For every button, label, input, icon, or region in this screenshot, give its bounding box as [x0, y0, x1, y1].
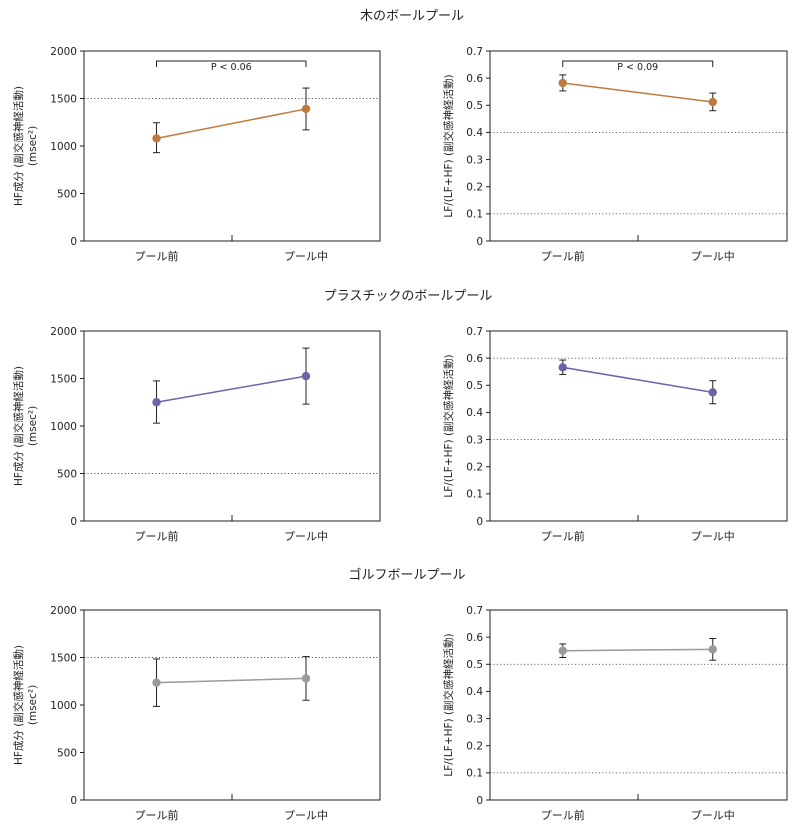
y-tick-label: 0.5 — [466, 380, 483, 392]
significance-label: P < 0.09 — [617, 62, 658, 73]
y-tick-label: 0 — [476, 516, 483, 528]
significance-label: P < 0.06 — [211, 62, 252, 73]
y-axis-label: LF/(LF+HF) (副交感神経活動) — [442, 74, 455, 217]
data-point — [708, 97, 717, 107]
y-tick-label: 0 — [476, 236, 483, 248]
y-tick-label: 0.1 — [466, 209, 483, 221]
y-tick-label: 0.4 — [466, 127, 483, 139]
data-point — [558, 646, 567, 655]
y-tick-label: 0.2 — [466, 462, 483, 474]
data-point — [558, 78, 567, 88]
y-tick-label: 0.4 — [466, 686, 483, 698]
y-axis-unit: (msec²) — [27, 406, 39, 446]
plot-frame — [83, 330, 381, 522]
x-category-label: プール前 — [541, 808, 585, 822]
data-point — [558, 363, 567, 372]
series-line — [156, 108, 307, 140]
plot-frame — [83, 50, 381, 242]
data-point — [152, 678, 161, 687]
data-point — [708, 388, 717, 397]
section-title-plastic: プラスチックのボールプール — [324, 289, 493, 304]
data-point — [301, 371, 311, 381]
series-line — [156, 677, 307, 684]
chart-panel-5: 0 500 1000 1500 2000 プール前 プール中 HF成分 (副交感神経活動) (m… — [12, 605, 381, 822]
plot-frame — [83, 609, 381, 801]
y-axis-label: LF/(LF+HF) (副交感神経活動) — [442, 354, 455, 497]
y-tick-label: 0.1 — [466, 489, 483, 501]
y-axis-unit: (msec²) — [27, 126, 39, 166]
x-category-label: プール中 — [691, 809, 735, 822]
y-tick-label: 0.3 — [466, 713, 483, 725]
series-line — [156, 375, 307, 403]
y-tick-label: 0.3 — [466, 434, 483, 446]
y-tick-label: 1500 — [50, 373, 77, 385]
chart-panel-6: 0 0.1 0.2 0.3 0.4 0.5 0.6 0.7 プール前 プール中 LF/(LF+HF)… — [442, 605, 788, 822]
x-category-label: プール前 — [135, 808, 179, 822]
series-line — [562, 82, 713, 103]
section-title-golf: ゴルフボールプール — [348, 567, 465, 583]
y-tick-label: 0.5 — [466, 100, 483, 112]
plot-frame — [489, 609, 788, 801]
y-tick-label: 1500 — [50, 652, 77, 664]
y-tick-label: 0.4 — [466, 407, 483, 419]
x-category-label: プール中 — [691, 530, 735, 543]
significance-bracket — [156, 60, 307, 67]
plot-frame — [489, 330, 788, 522]
y-tick-label: 0 — [476, 795, 483, 807]
x-category-label: プール前 — [135, 249, 179, 263]
chart-panel-2: 0 0.1 0.2 0.3 0.4 0.5 0.6 0.7 プール前 プール中 LF/(LF+HF)… — [442, 46, 788, 263]
y-axis-label: HF成分 (副交感神経活動) — [12, 86, 25, 206]
y-tick-label: 0.7 — [466, 605, 483, 617]
y-tick-label: 0 — [70, 236, 77, 248]
section-title-wood: 木のボールプール — [360, 9, 464, 24]
x-category-label: プール前 — [541, 529, 585, 543]
series-line — [562, 366, 713, 394]
plot-frame — [489, 50, 788, 242]
y-tick-label: 1000 — [50, 141, 77, 153]
x-category-label: プール中 — [691, 250, 735, 263]
y-tick-label: 0.1 — [466, 768, 483, 780]
data-point — [301, 674, 311, 683]
y-axis-label: LF/(LF+HF) (副交感神経活動) — [442, 633, 455, 776]
y-tick-label: 0.7 — [466, 326, 483, 338]
y-tick-label: 0.7 — [466, 46, 483, 58]
data-point — [152, 398, 161, 407]
y-tick-label: 1000 — [50, 700, 77, 712]
chart-panel-3: 0 500 1000 1500 2000 プール前 プール中 HF成分 (副交感神経活動) (m… — [12, 326, 381, 543]
y-tick-label: 2000 — [50, 46, 77, 58]
y-tick-label: 500 — [57, 468, 77, 480]
y-tick-label: 500 — [57, 188, 77, 200]
y-axis-unit: (msec²) — [27, 685, 39, 725]
x-category-label: プール中 — [284, 809, 328, 822]
x-category-label: プール中 — [284, 530, 328, 543]
y-tick-label: 0.5 — [466, 659, 483, 671]
y-tick-label: 1000 — [50, 421, 77, 433]
significance-bracket — [562, 60, 714, 67]
y-tick-label: 0 — [70, 516, 77, 528]
chart-panel-1: 0 500 1000 1500 2000 プール前 プール中 HF成分 (副交感神経活動) (m… — [12, 46, 381, 263]
y-tick-label: 0.6 — [466, 73, 483, 85]
data-point — [301, 104, 311, 114]
y-axis-label: HF成分 (副交感神経活動) — [12, 366, 25, 486]
y-tick-label: 500 — [57, 747, 77, 759]
y-tick-label: 0.6 — [466, 353, 483, 365]
chart-panel-4: 0 0.1 0.2 0.3 0.4 0.5 0.6 0.7 プール前 プール中 LF/(LF+HF)… — [442, 326, 788, 543]
x-category-label: プール前 — [135, 529, 179, 543]
series-line — [562, 648, 713, 652]
y-axis-label: HF成分 (副交感神経活動) — [12, 645, 25, 765]
y-tick-label: 0 — [70, 795, 77, 807]
y-tick-label: 0.2 — [466, 741, 483, 753]
y-tick-label: 1500 — [50, 93, 77, 105]
y-tick-label: 0.6 — [466, 632, 483, 644]
x-category-label: プール中 — [284, 250, 328, 263]
data-point — [708, 645, 717, 654]
y-tick-label: 0.3 — [466, 154, 483, 166]
y-tick-label: 2000 — [50, 605, 77, 617]
y-tick-label: 0.2 — [466, 182, 483, 194]
y-tick-label: 2000 — [50, 326, 77, 338]
x-category-label: プール前 — [541, 249, 585, 263]
data-point — [152, 134, 161, 143]
